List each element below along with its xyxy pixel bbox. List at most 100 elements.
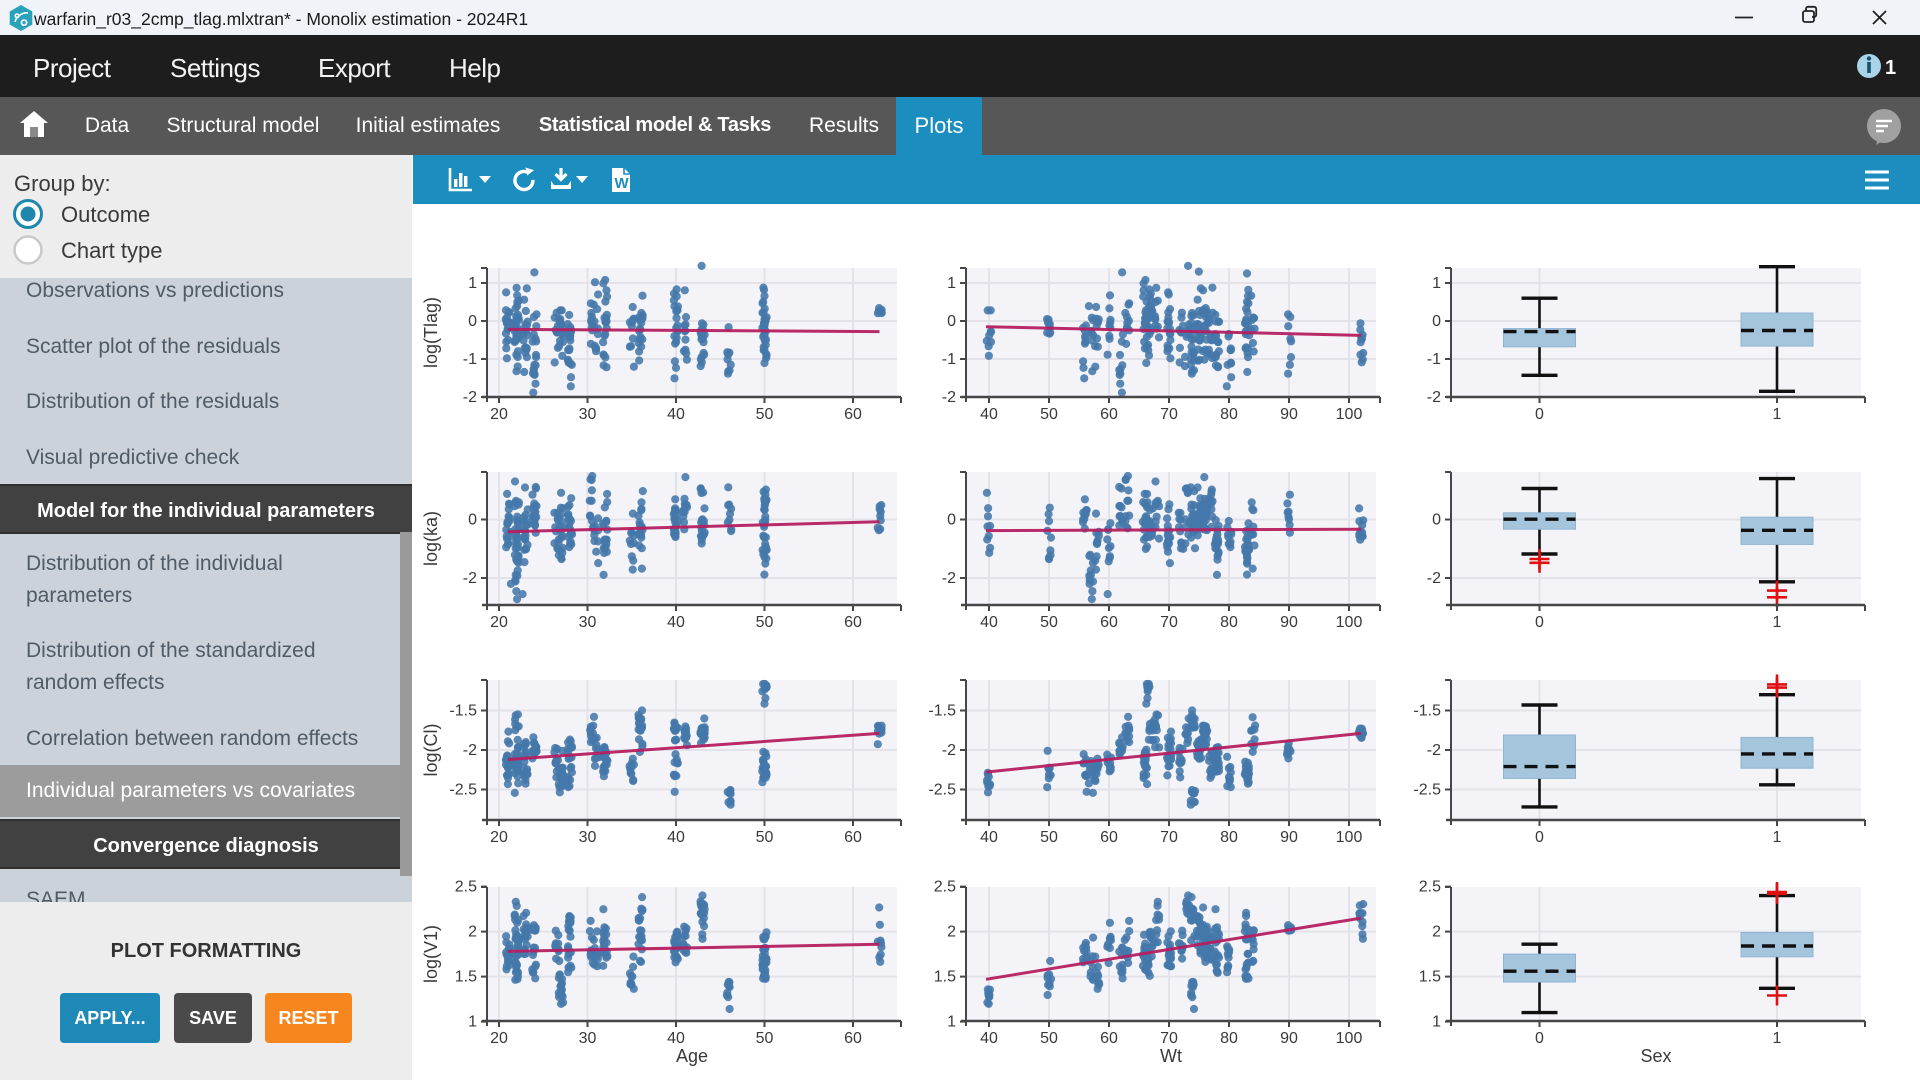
svg-text:30: 30 [579, 614, 597, 631]
svg-text:0: 0 [947, 512, 956, 529]
svg-text:-2: -2 [1427, 570, 1441, 587]
svg-text:1: 1 [1885, 57, 1896, 79]
svg-text:50: 50 [1040, 829, 1058, 846]
svg-text:100: 100 [1336, 406, 1363, 423]
svg-text:90: 90 [1280, 1030, 1298, 1047]
svg-text:1: 1 [947, 1014, 956, 1031]
svg-text:80: 80 [1220, 829, 1238, 846]
svg-text:20: 20 [490, 406, 508, 423]
svg-text:-2: -2 [463, 570, 477, 587]
svg-text:80: 80 [1220, 614, 1238, 631]
svg-text:2: 2 [1432, 924, 1441, 941]
svg-text:1: 1 [1773, 829, 1782, 846]
svg-text:90: 90 [1280, 406, 1298, 423]
svg-text:90: 90 [1280, 829, 1298, 846]
svg-text:-2: -2 [942, 742, 956, 759]
svg-text:50: 50 [1040, 406, 1058, 423]
svg-text:-1: -1 [1427, 351, 1441, 368]
svg-text:-1.5: -1.5 [1413, 703, 1441, 720]
svg-text:0: 0 [1432, 313, 1441, 330]
svg-text:60: 60 [844, 614, 862, 631]
svg-text:log(Tlag): log(Tlag) [421, 297, 441, 368]
svg-text:40: 40 [980, 829, 998, 846]
svg-text:50: 50 [1040, 1030, 1058, 1047]
svg-text:60: 60 [1100, 829, 1118, 846]
svg-text:0: 0 [468, 512, 477, 529]
svg-text:0: 0 [1432, 512, 1441, 529]
svg-text:-2: -2 [463, 389, 477, 406]
svg-text:Wt: Wt [1160, 1046, 1182, 1066]
svg-text:0: 0 [1535, 406, 1544, 423]
svg-text:-2: -2 [1427, 742, 1441, 759]
svg-text:0: 0 [1535, 1030, 1544, 1047]
svg-text:20: 20 [490, 614, 508, 631]
svg-text:60: 60 [844, 829, 862, 846]
svg-text:70: 70 [1160, 829, 1178, 846]
svg-text:70: 70 [1160, 1030, 1178, 1047]
svg-text:log(V1): log(V1) [421, 925, 441, 983]
svg-text:40: 40 [667, 614, 685, 631]
svg-text:100: 100 [1336, 829, 1363, 846]
svg-text:50: 50 [756, 1030, 774, 1047]
svg-text:60: 60 [1100, 406, 1118, 423]
svg-text:1: 1 [468, 275, 477, 292]
svg-text:-2.5: -2.5 [449, 782, 477, 799]
svg-text:-2.5: -2.5 [1413, 782, 1441, 799]
svg-text:40: 40 [980, 1030, 998, 1047]
svg-text:20: 20 [490, 1030, 508, 1047]
svg-text:60: 60 [1100, 614, 1118, 631]
svg-text:0: 0 [468, 313, 477, 330]
svg-text:2: 2 [947, 924, 956, 941]
svg-text:1: 1 [1773, 1030, 1782, 1047]
svg-text:40: 40 [667, 829, 685, 846]
svg-text:log(ka): log(ka) [421, 511, 441, 566]
svg-text:-1: -1 [463, 351, 477, 368]
svg-text:100: 100 [1336, 1030, 1363, 1047]
svg-text:Sex: Sex [1640, 1046, 1671, 1066]
svg-text:2.5: 2.5 [1419, 879, 1441, 896]
svg-text:60: 60 [844, 1030, 862, 1047]
svg-text:100: 100 [1336, 614, 1363, 631]
svg-text:50: 50 [1040, 614, 1058, 631]
svg-text:1: 1 [468, 1014, 477, 1031]
svg-text:20: 20 [490, 829, 508, 846]
svg-text:2.5: 2.5 [455, 879, 477, 896]
svg-text:1: 1 [947, 275, 956, 292]
svg-text:90: 90 [1280, 614, 1298, 631]
svg-text:0: 0 [1535, 829, 1544, 846]
svg-text:0: 0 [1535, 614, 1544, 631]
svg-text:1.5: 1.5 [455, 969, 477, 986]
svg-text:80: 80 [1220, 406, 1238, 423]
svg-text:1: 1 [1773, 406, 1782, 423]
svg-text:50: 50 [756, 406, 774, 423]
svg-text:0: 0 [947, 313, 956, 330]
svg-text:70: 70 [1160, 406, 1178, 423]
svg-text:2: 2 [468, 924, 477, 941]
svg-text:-2: -2 [1427, 389, 1441, 406]
svg-text:40: 40 [980, 614, 998, 631]
svg-text:-1.5: -1.5 [449, 703, 477, 720]
svg-text:2.5: 2.5 [934, 879, 956, 896]
svg-text:60: 60 [844, 406, 862, 423]
svg-text:30: 30 [579, 829, 597, 846]
svg-text:1: 1 [1432, 275, 1441, 292]
svg-text:80: 80 [1220, 1030, 1238, 1047]
svg-text:40: 40 [667, 1030, 685, 1047]
svg-text:1: 1 [1432, 1014, 1441, 1031]
svg-text:-2.5: -2.5 [928, 782, 956, 799]
svg-text:-1: -1 [942, 351, 956, 368]
svg-text:40: 40 [667, 406, 685, 423]
svg-text:-2: -2 [942, 570, 956, 587]
svg-text:60: 60 [1100, 1030, 1118, 1047]
svg-text:log(Cl): log(Cl) [421, 723, 441, 776]
svg-text:50: 50 [756, 614, 774, 631]
svg-text:-1.5: -1.5 [928, 703, 956, 720]
svg-text:-2: -2 [463, 742, 477, 759]
svg-text:30: 30 [579, 406, 597, 423]
svg-text:50: 50 [756, 829, 774, 846]
svg-text:70: 70 [1160, 614, 1178, 631]
svg-text:40: 40 [980, 406, 998, 423]
svg-text:W: W [615, 175, 630, 192]
svg-text:-2: -2 [942, 389, 956, 406]
svg-text:1.5: 1.5 [934, 969, 956, 986]
